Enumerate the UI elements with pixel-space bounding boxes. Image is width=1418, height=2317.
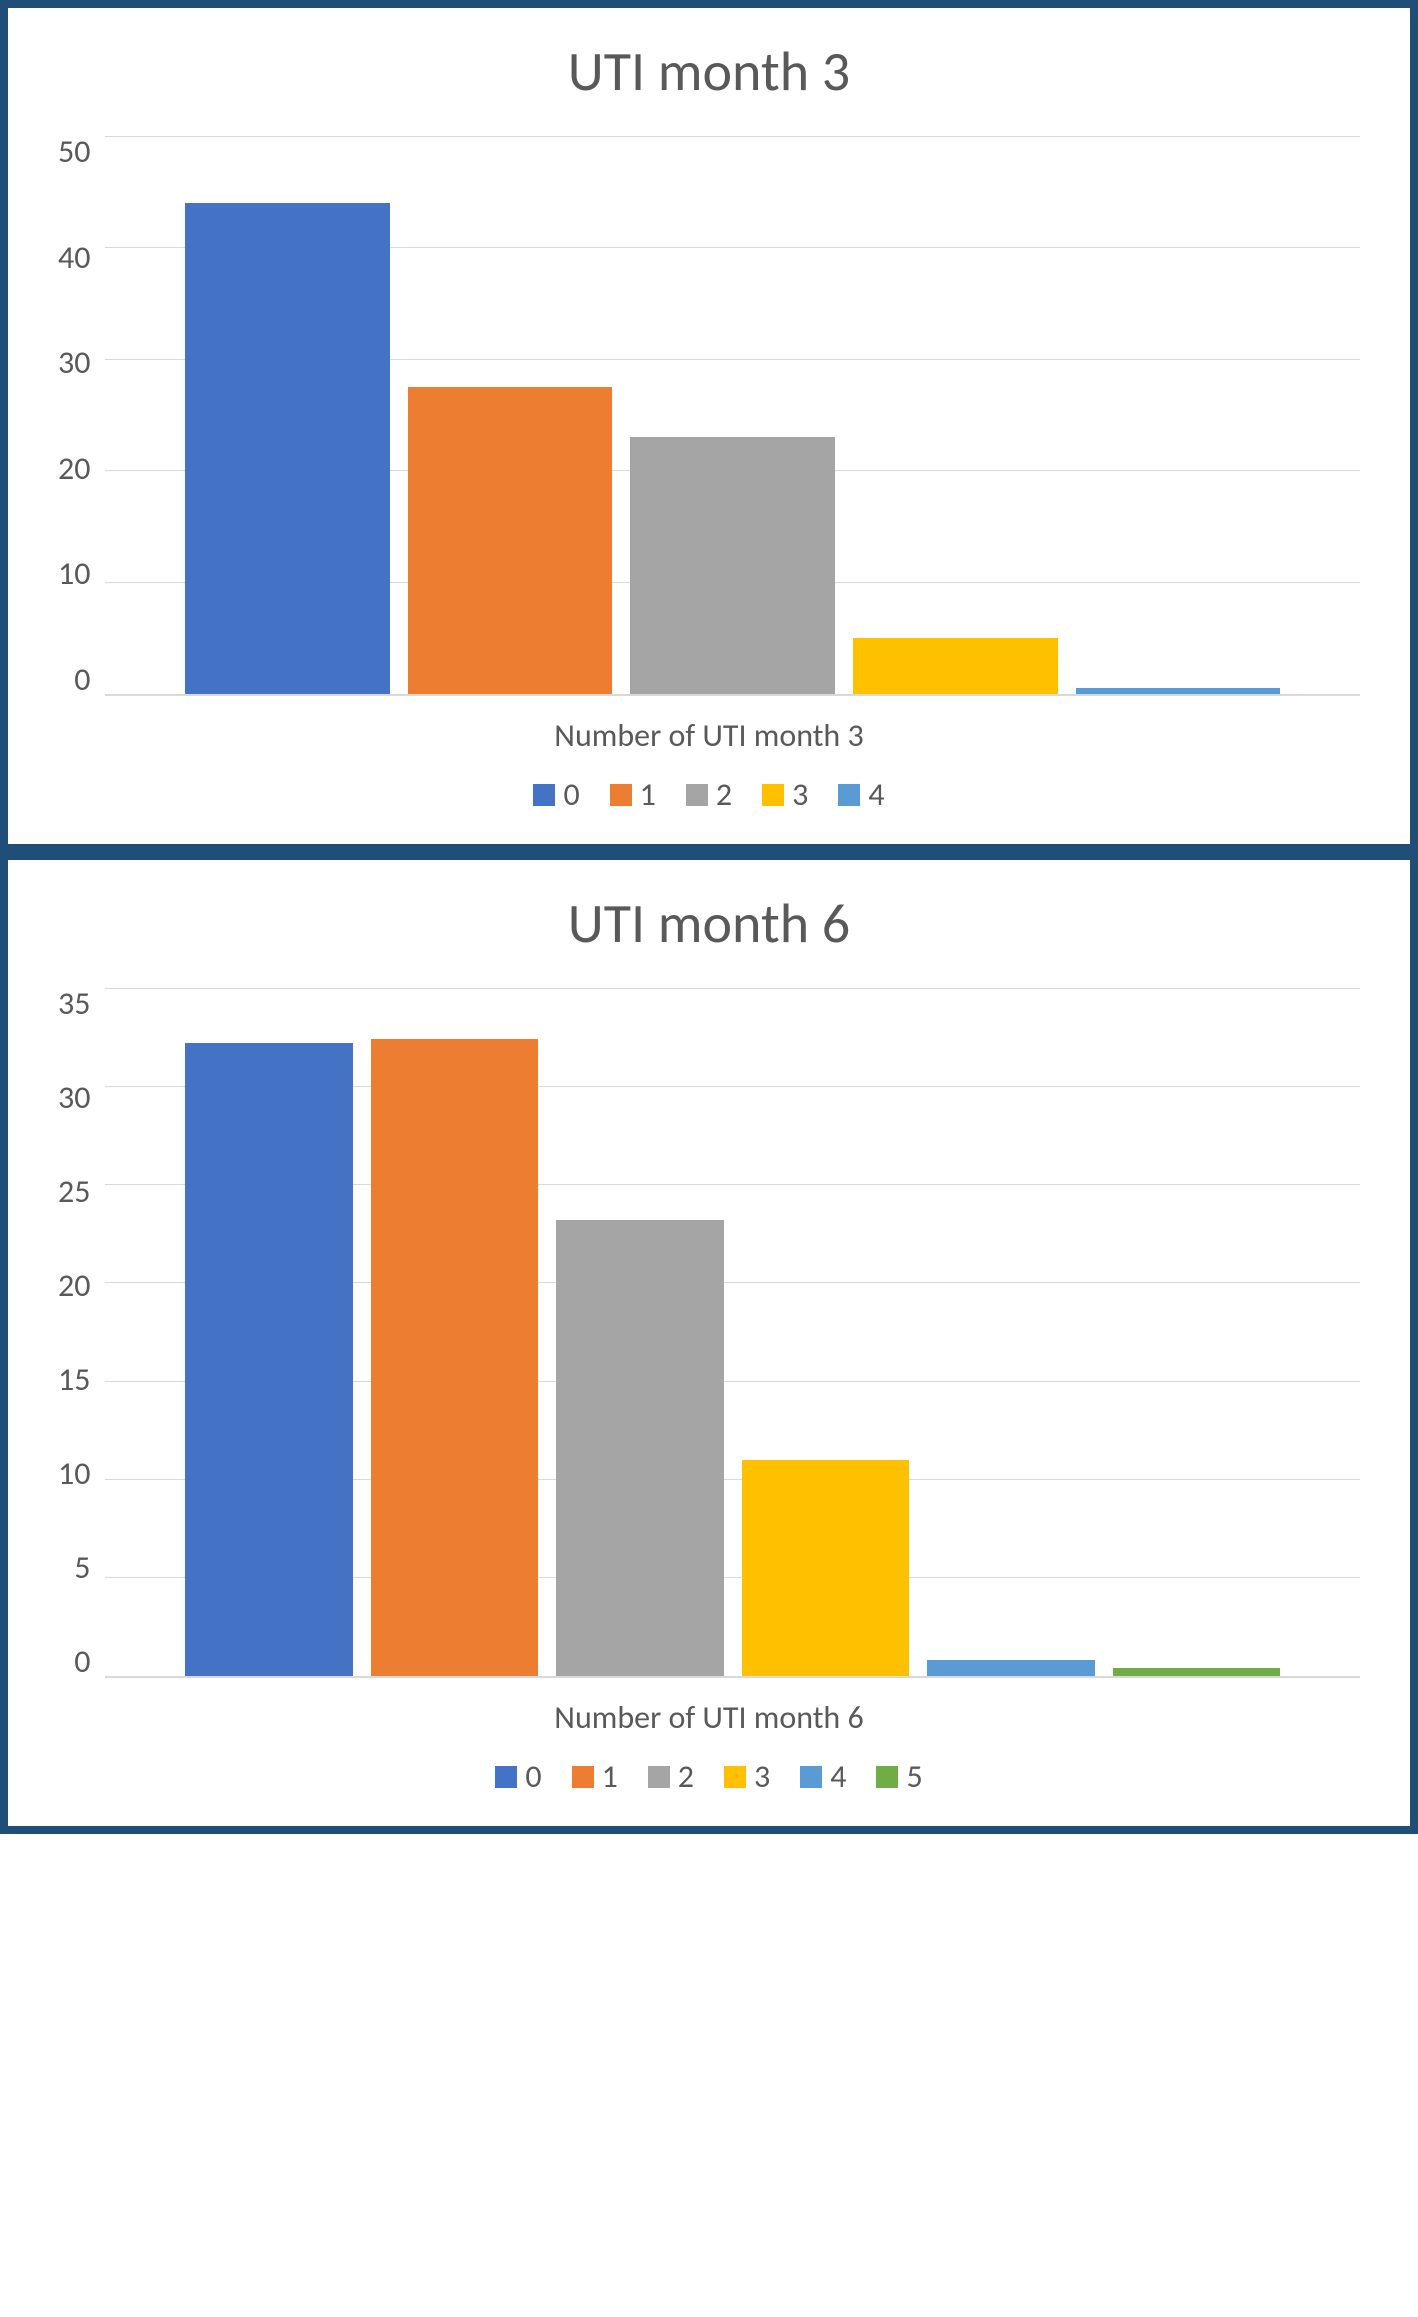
bar-wrap [1076, 136, 1281, 694]
legend-item-2: 2 [648, 1757, 694, 1796]
y-tick: 50 [58, 136, 90, 168]
bar-1 [371, 1039, 538, 1676]
bar-3 [742, 1460, 909, 1676]
y-tick: 30 [58, 347, 90, 379]
legend-item-2: 2 [686, 775, 732, 814]
x-axis-label-month6: Number of UTI month 6 [554, 1698, 863, 1737]
bar-4 [1076, 688, 1281, 694]
legend-item-3: 3 [724, 1757, 770, 1796]
legend-swatch [610, 784, 632, 806]
bar-wrap [1113, 988, 1280, 1676]
chart-area-month6: 35 30 25 20 15 10 5 0 [58, 988, 1360, 1678]
legend-swatch [533, 784, 555, 806]
y-tick: 0 [74, 664, 90, 696]
legend-item-1: 1 [610, 775, 656, 814]
bar-wrap [371, 988, 538, 1676]
plot-area-month3 [105, 136, 1360, 696]
y-tick: 25 [58, 1176, 90, 1208]
legend-label: 1 [602, 1757, 618, 1796]
legend-swatch [572, 1766, 594, 1788]
legend-month3: 0 1 2 3 4 [533, 775, 884, 814]
x-axis-label-month3: Number of UTI month 3 [554, 716, 863, 755]
y-tick: 35 [58, 988, 90, 1020]
legend-label: 2 [678, 1757, 694, 1796]
legend-swatch [762, 784, 784, 806]
legend-item-5: 5 [876, 1757, 922, 1796]
chart-area-month3: 50 40 30 20 10 0 [58, 136, 1360, 696]
chart-panel-month6: UTI month 6 35 30 25 20 15 10 5 0 [0, 852, 1418, 1834]
bar-wrap [185, 136, 390, 694]
bar-wrap [927, 988, 1094, 1676]
chart-title-month6: UTI month 6 [568, 890, 850, 958]
bar-wrap [408, 136, 613, 694]
bar-0 [185, 203, 390, 694]
bar-wrap [853, 136, 1058, 694]
bar-wrap [185, 988, 352, 1676]
y-tick: 0 [74, 1646, 90, 1678]
bar-wrap [630, 136, 835, 694]
legend-item-0: 0 [495, 1757, 541, 1796]
y-axis-month6: 35 30 25 20 15 10 5 0 [58, 988, 90, 1678]
y-tick: 5 [74, 1552, 90, 1584]
bars-month3 [105, 136, 1360, 694]
legend-label: 4 [830, 1757, 846, 1796]
legend-swatch [724, 1766, 746, 1788]
bar-wrap [556, 988, 723, 1676]
chart-panel-month3: UTI month 3 50 40 30 20 10 0 Number of U… [0, 0, 1418, 852]
legend-label: 3 [754, 1757, 770, 1796]
bar-4 [927, 1660, 1094, 1676]
legend-swatch [495, 1766, 517, 1788]
bar-5 [1113, 1668, 1280, 1676]
legend-label: 4 [868, 775, 884, 814]
legend-swatch [686, 784, 708, 806]
y-tick: 20 [58, 1270, 90, 1302]
y-tick: 30 [58, 1082, 90, 1114]
bar-wrap [742, 988, 909, 1676]
legend-item-3: 3 [762, 775, 808, 814]
bar-0 [185, 1043, 352, 1676]
y-tick: 10 [58, 1458, 90, 1490]
legend-month6: 0 1 2 3 4 5 [495, 1757, 922, 1796]
y-tick: 40 [58, 242, 90, 274]
plot-area-month6 [105, 988, 1360, 1678]
y-tick: 15 [58, 1364, 90, 1396]
bar-2 [630, 437, 835, 694]
legend-label: 2 [716, 775, 732, 814]
legend-swatch [876, 1766, 898, 1788]
y-tick: 20 [58, 453, 90, 485]
legend-swatch [648, 1766, 670, 1788]
legend-label: 5 [906, 1757, 922, 1796]
legend-item-4: 4 [838, 775, 884, 814]
legend-swatch [800, 1766, 822, 1788]
legend-swatch [838, 784, 860, 806]
legend-item-4: 4 [800, 1757, 846, 1796]
legend-label: 1 [640, 775, 656, 814]
legend-label: 0 [563, 775, 579, 814]
bar-1 [408, 387, 613, 694]
bar-3 [853, 638, 1058, 694]
legend-item-0: 0 [533, 775, 579, 814]
legend-label: 3 [792, 775, 808, 814]
bar-2 [556, 1220, 723, 1676]
legend-item-1: 1 [572, 1757, 618, 1796]
y-axis-month3: 50 40 30 20 10 0 [58, 136, 90, 696]
chart-title-month3: UTI month 3 [568, 38, 850, 106]
bars-month6 [105, 988, 1360, 1676]
legend-label: 0 [525, 1757, 541, 1796]
y-tick: 10 [58, 558, 90, 590]
